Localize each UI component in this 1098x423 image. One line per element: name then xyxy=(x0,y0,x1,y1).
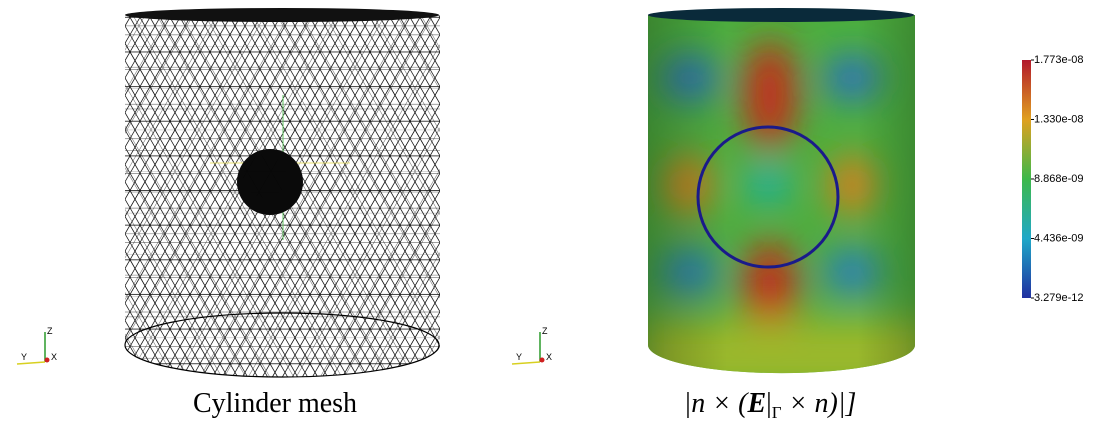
axis-label: X xyxy=(546,352,552,362)
axes-triad: Z Y X xyxy=(17,326,57,364)
colorbar-tick-label: 1.773e-08 xyxy=(1034,54,1084,66)
caption-part: |n × ( xyxy=(684,388,750,419)
axis-label: Z xyxy=(47,326,53,336)
x-axis xyxy=(45,358,50,363)
axis-label: Y xyxy=(21,352,27,362)
cylinder-field xyxy=(640,0,930,390)
cylinder-mesh xyxy=(120,0,450,390)
caption-part: × n)|] xyxy=(782,388,857,419)
x-axis xyxy=(540,358,545,363)
caption: Cylinder mesh xyxy=(193,388,357,419)
y-axis xyxy=(512,362,540,364)
figure: Z Y X Z Y X 1.773e-08 1.330e-08 8.868e-09 4.436e… xyxy=(0,0,1098,423)
colorbar-tick-label: 1.330e-08 xyxy=(1034,113,1084,125)
axis-label: Y xyxy=(516,352,522,362)
axis-label: Z xyxy=(542,326,548,336)
y-axis xyxy=(17,362,45,364)
colorbar-tick-label: 4.436e-09 xyxy=(1034,232,1084,244)
caption-part: Γ xyxy=(772,403,782,422)
axes-triad: Z Y X xyxy=(512,326,552,364)
axis-label: X xyxy=(51,352,57,362)
colorbar-tick-label: 8.868e-09 xyxy=(1034,173,1084,185)
caption-part: E xyxy=(746,388,766,419)
caption: |n × (E|Γ × n)|] xyxy=(684,388,857,422)
colorbar-tick-label: 3.279e-12 xyxy=(1034,292,1084,304)
colorbar xyxy=(1022,60,1031,298)
